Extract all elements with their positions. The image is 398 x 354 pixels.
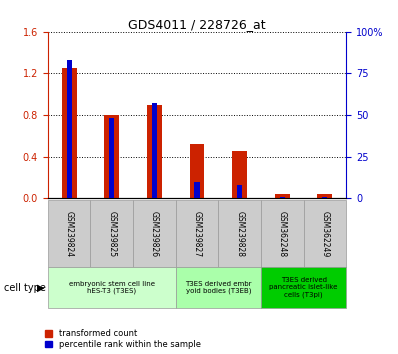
Text: GSM239826: GSM239826 <box>150 211 159 257</box>
Text: T3ES derived
pancreatic islet-like
cells (T3pi): T3ES derived pancreatic islet-like cells… <box>269 278 338 298</box>
Bar <box>322 196 328 198</box>
Text: GSM239828: GSM239828 <box>235 211 244 257</box>
Text: T3ES derived embr
yoid bodies (T3EB): T3ES derived embr yoid bodies (T3EB) <box>185 281 252 295</box>
Title: GDS4011 / 228726_at: GDS4011 / 228726_at <box>128 18 266 31</box>
Bar <box>280 196 285 198</box>
Bar <box>195 182 199 198</box>
Text: GSM362248: GSM362248 <box>278 211 287 257</box>
Bar <box>62 68 76 198</box>
Bar <box>147 105 162 198</box>
Text: cell type: cell type <box>4 282 46 293</box>
Text: GSM239825: GSM239825 <box>107 211 116 257</box>
Bar <box>232 152 247 198</box>
Bar <box>104 115 119 198</box>
Text: embryonic stem cell line
hES-T3 (T3ES): embryonic stem cell line hES-T3 (T3ES) <box>69 281 155 295</box>
Bar <box>189 144 205 198</box>
Text: ▶: ▶ <box>37 282 44 293</box>
Bar <box>275 194 290 198</box>
Bar <box>66 60 72 198</box>
Bar <box>237 185 242 198</box>
Bar <box>318 194 332 198</box>
Legend: transformed count, percentile rank within the sample: transformed count, percentile rank withi… <box>44 329 202 350</box>
Text: GSM362249: GSM362249 <box>320 211 330 257</box>
Text: GSM239824: GSM239824 <box>64 211 74 257</box>
Bar <box>109 118 114 198</box>
Bar <box>152 103 157 198</box>
Text: GSM239827: GSM239827 <box>193 211 201 257</box>
